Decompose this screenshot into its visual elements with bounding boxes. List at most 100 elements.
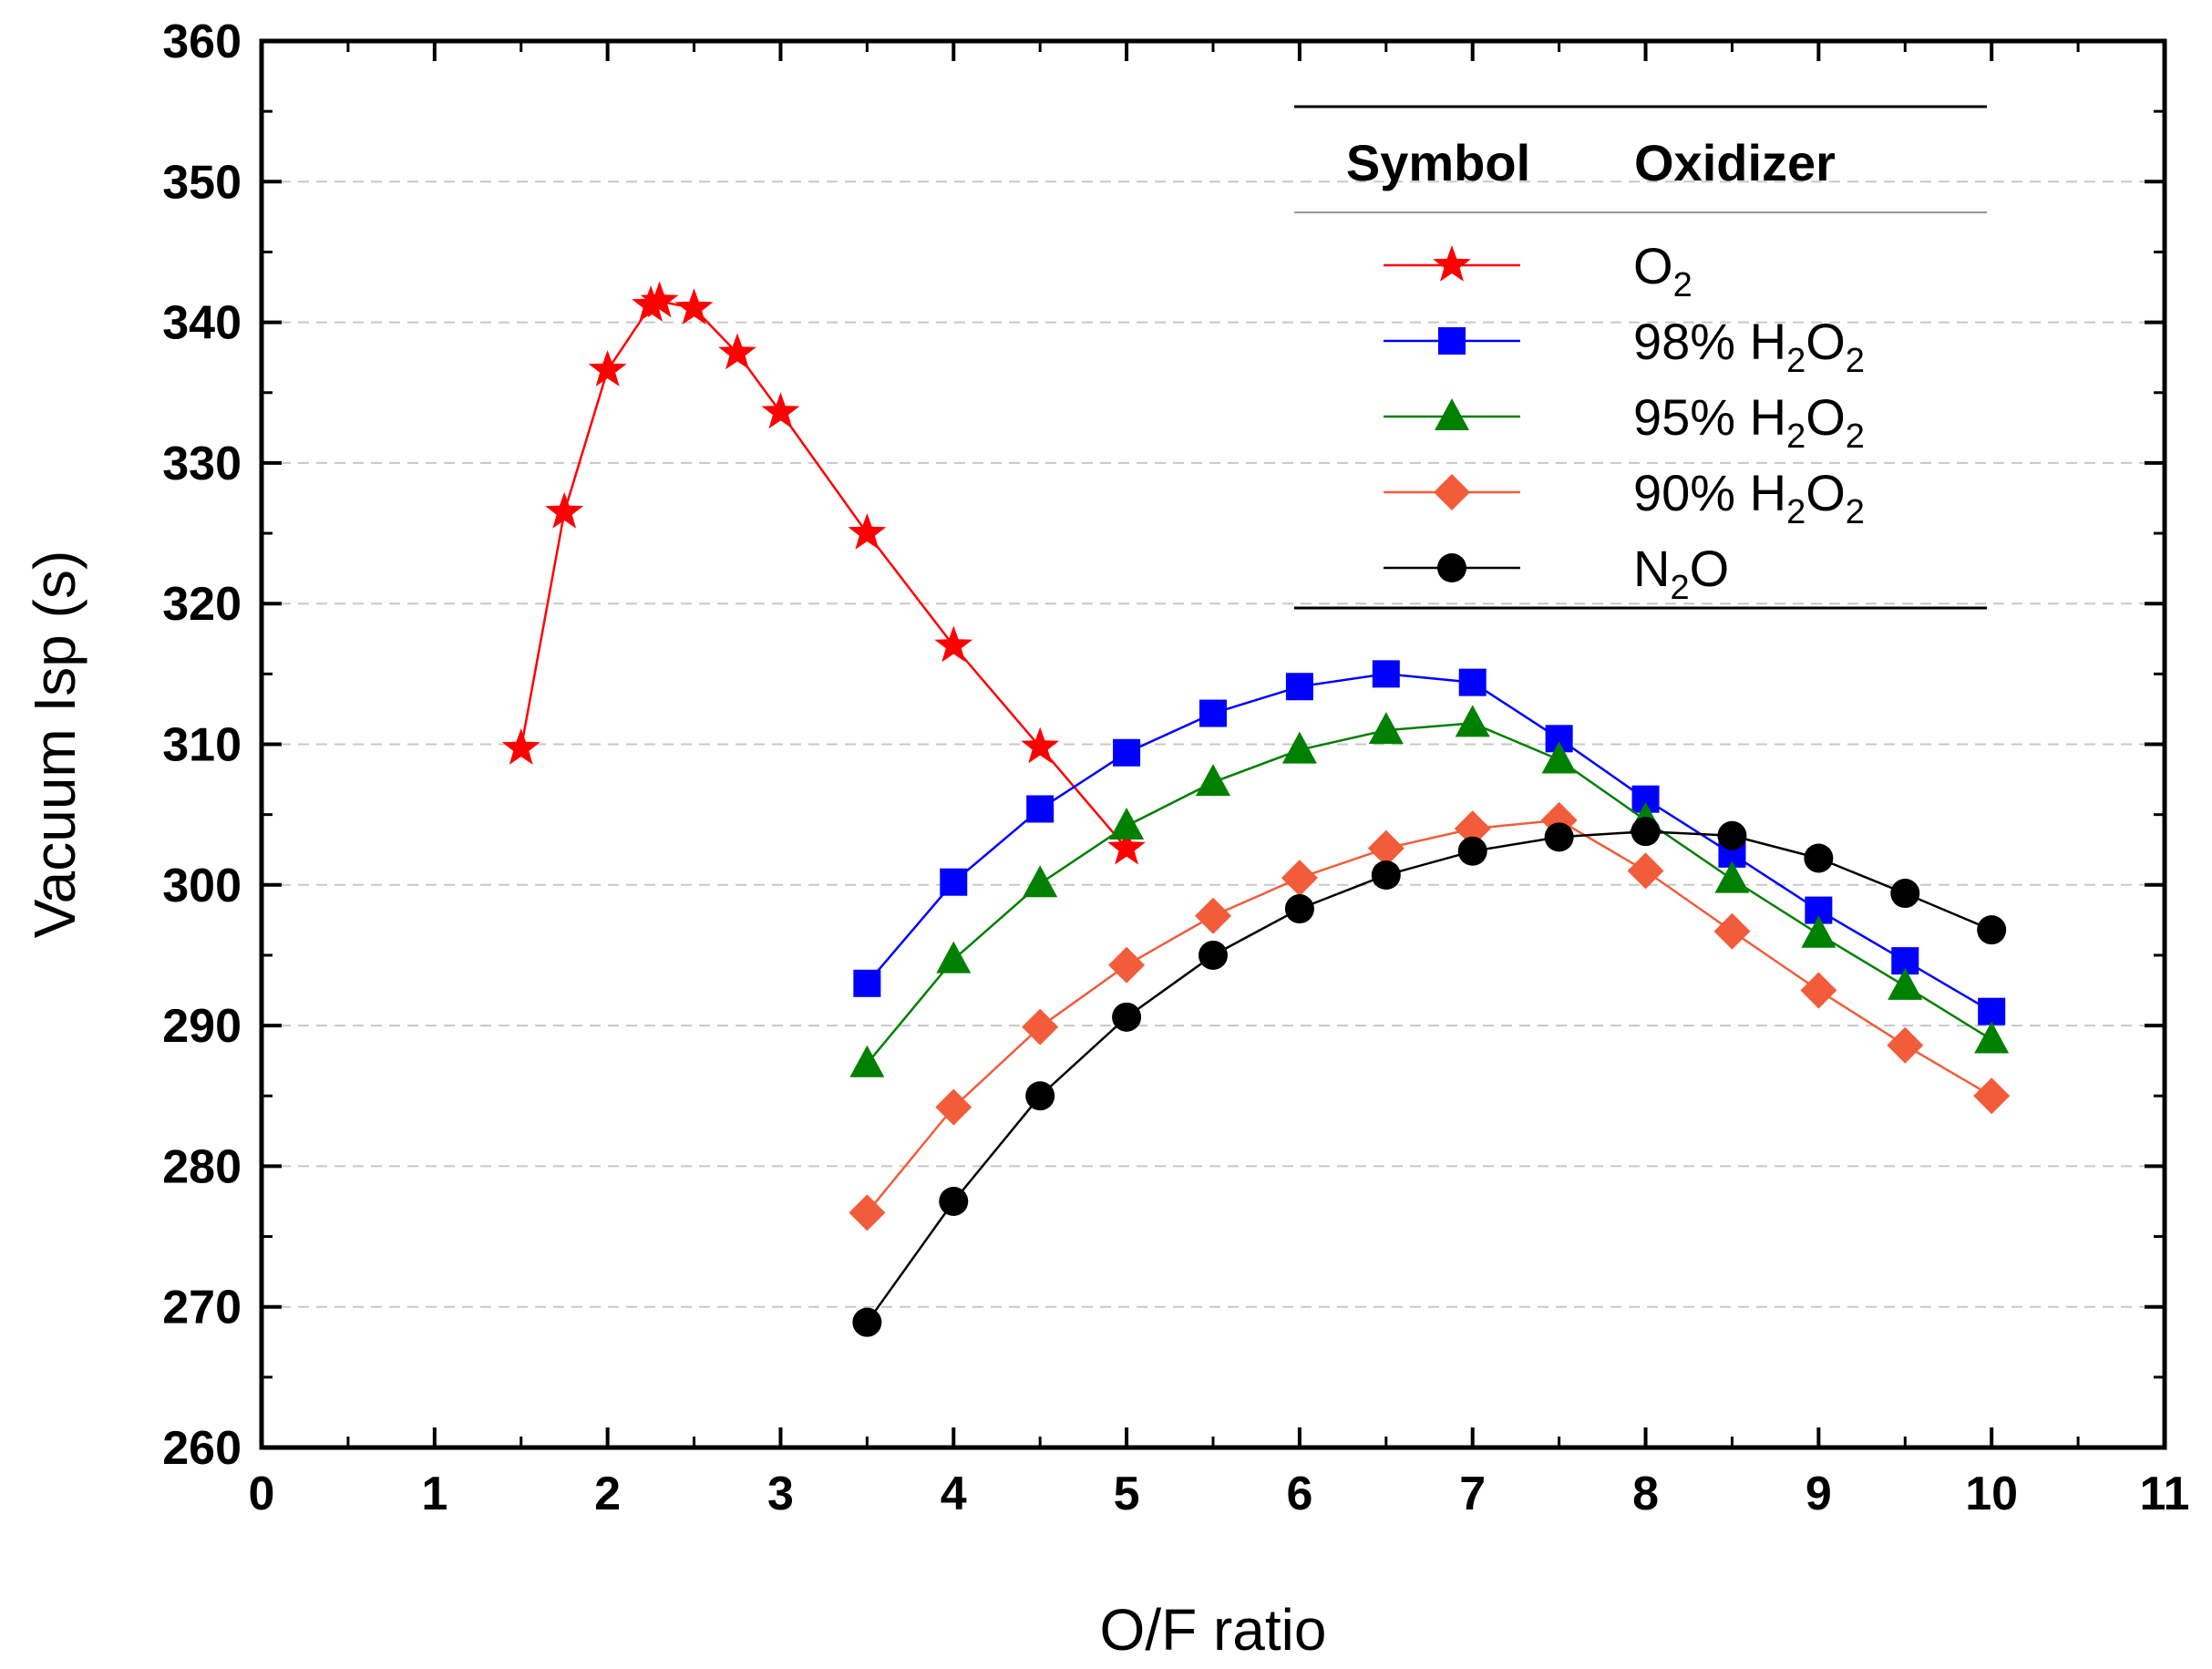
data-point [640, 281, 679, 318]
data-point [940, 868, 968, 896]
data-point [1454, 810, 1491, 848]
data-point [1717, 820, 1747, 850]
data-point [1367, 829, 1404, 867]
legend-label-subscript: 2 [1673, 266, 1692, 304]
data-point [1281, 860, 1318, 897]
data-point [1458, 668, 1487, 696]
data-point [939, 1186, 969, 1216]
series-line [866, 722, 1992, 1065]
x-tick-label: 11 [2140, 1468, 2190, 1520]
y-tick-label: 330 [162, 438, 242, 490]
data-point [1455, 705, 1490, 737]
legend-entry-3: 90% H2O2 [1384, 464, 1865, 531]
legend-label-text: O [1690, 540, 1730, 597]
data-point [1368, 712, 1404, 745]
data-point [1800, 972, 1837, 1009]
data-point [1199, 699, 1227, 727]
data-point [588, 350, 627, 386]
data-point [936, 941, 972, 974]
data-point [1284, 894, 1314, 924]
y-tick-label: 300 [162, 860, 242, 912]
legend-label-subscript: 2 [1786, 342, 1806, 380]
data-point [1801, 915, 1836, 948]
data-point [1107, 828, 1146, 865]
data-point [1112, 1002, 1142, 1032]
legend-label: 98% H2O2 [1633, 313, 1865, 380]
data-point [632, 285, 670, 322]
x-tick-label: 1 [421, 1468, 448, 1520]
y-tick-label: 290 [162, 1000, 242, 1053]
legend-label-subscript: 2 [1846, 493, 1865, 531]
y-tick-label: 260 [162, 1422, 242, 1475]
data-point [501, 728, 540, 765]
data-point [1108, 946, 1146, 984]
legend-label-text: O [1806, 313, 1846, 370]
y-tick-label: 320 [162, 578, 242, 631]
data-point [1195, 897, 1231, 934]
legend-label-subscript: 2 [1786, 417, 1806, 456]
data-point [1113, 738, 1141, 767]
x-axis-title: O/F ratio [1100, 1597, 1327, 1663]
x-tick-label: 3 [767, 1468, 794, 1520]
data-point [1631, 817, 1661, 847]
legend-label-text: O [1806, 464, 1846, 521]
legend-label: 90% H2O2 [1633, 464, 1865, 531]
legend-entry-1: 98% H2O2 [1384, 313, 1865, 380]
data-point [674, 288, 714, 325]
data-point [852, 1307, 882, 1337]
legend-entry-4: N2O [1384, 540, 1729, 607]
legend-label-text: 95% H [1633, 388, 1786, 446]
data-point [1023, 865, 1058, 898]
data-point [1109, 807, 1145, 840]
data-point [849, 1194, 886, 1231]
legend-label-text: 98% H [1633, 313, 1786, 370]
data-point [848, 513, 887, 550]
y-tick-label: 270 [162, 1282, 242, 1334]
series-layer [501, 281, 2011, 1337]
data-point [849, 1045, 885, 1077]
data-point [1973, 1077, 2011, 1115]
legend-entry-2: 95% H2O2 [1384, 388, 1865, 456]
data-point [1457, 836, 1487, 866]
series-2 [849, 705, 2010, 1077]
legend-label-text: N [1633, 540, 1670, 597]
data-point [1026, 795, 1055, 823]
series-1 [853, 660, 2006, 1025]
data-point [1285, 673, 1313, 701]
series-4 [852, 817, 2007, 1337]
data-point [1978, 997, 2006, 1025]
legend-label: N2O [1633, 540, 1729, 607]
y-axis-title: Vacuum Isp (s) [22, 551, 87, 939]
x-tick-label: 0 [249, 1468, 275, 1520]
legend-marker [1433, 245, 1471, 282]
data-point [1804, 843, 1834, 873]
legend-header-symbol: Symbol [1346, 134, 1530, 191]
legend-marker [1438, 327, 1466, 355]
data-point [1713, 912, 1751, 950]
data-point [1977, 915, 2007, 945]
series-line [866, 819, 1992, 1214]
x-tick-label: 6 [1286, 1468, 1312, 1520]
x-tick-label: 4 [941, 1468, 967, 1520]
legend-marker [1434, 474, 1470, 510]
data-point [1544, 822, 1574, 852]
x-tick-label: 7 [1459, 1468, 1486, 1520]
data-point [935, 1088, 972, 1126]
y-tick-label: 350 [162, 156, 242, 209]
x-tick-label: 2 [594, 1468, 621, 1520]
legend-marker [1435, 398, 1469, 430]
data-point [1196, 764, 1230, 797]
x-tick-label: 8 [1632, 1468, 1659, 1520]
legend-label-text: 90% H [1633, 464, 1786, 521]
legend-entry-0: O2 [1384, 237, 1692, 304]
data-point [1372, 660, 1400, 688]
x-tick-label: 10 [1965, 1468, 2018, 1520]
data-point [1974, 1021, 2010, 1054]
data-point [1627, 852, 1664, 890]
data-point [545, 491, 584, 529]
data-point [1890, 879, 1920, 909]
legend-label-subscript: 2 [1846, 342, 1865, 380]
x-tick-label: 9 [1806, 1468, 1832, 1520]
